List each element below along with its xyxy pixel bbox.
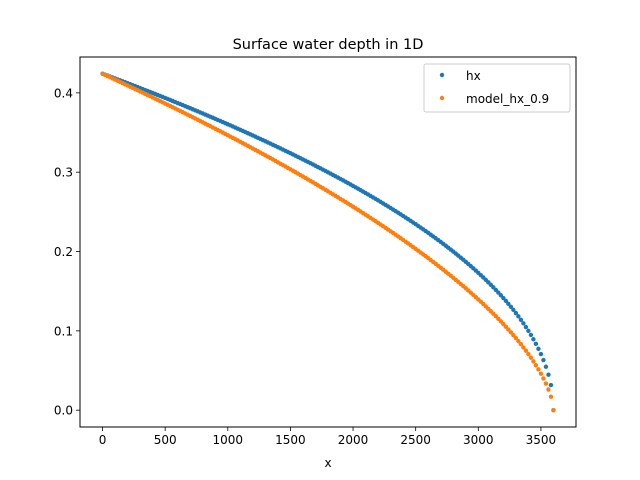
series-hx bbox=[100, 71, 556, 413]
data-point bbox=[506, 301, 511, 306]
data-point bbox=[516, 314, 521, 319]
data-point bbox=[541, 376, 546, 381]
data-point bbox=[546, 372, 551, 377]
data-point bbox=[528, 332, 534, 338]
x-tick-label: 2500 bbox=[400, 433, 431, 447]
x-tick-label: 2000 bbox=[338, 433, 369, 447]
y-axis: 0.0 0.1 0.2 0.3 0.4 bbox=[54, 86, 80, 418]
data-point bbox=[536, 346, 541, 351]
data-point bbox=[516, 338, 521, 344]
y-tick-label: 0.3 bbox=[54, 166, 73, 180]
y-tick-label: 0.4 bbox=[54, 86, 73, 100]
data-point bbox=[518, 342, 524, 347]
data-point bbox=[531, 359, 536, 364]
data-point bbox=[508, 330, 514, 335]
data-point bbox=[513, 310, 519, 316]
data-point bbox=[538, 351, 544, 357]
data-point bbox=[533, 363, 539, 368]
data-point bbox=[521, 345, 526, 350]
x-tick-label: 500 bbox=[154, 433, 177, 447]
x-axis: 0 500 1000 1500 2000 2500 3000 3500 bbox=[99, 427, 556, 447]
data-point bbox=[503, 298, 509, 304]
x-axis-label: x bbox=[324, 456, 331, 470]
x-tick-label: 3500 bbox=[526, 433, 557, 447]
data-point bbox=[506, 327, 511, 332]
data-point bbox=[546, 387, 551, 392]
x-tick-label: 1500 bbox=[275, 433, 306, 447]
data-point bbox=[536, 367, 541, 372]
data-point bbox=[528, 355, 534, 360]
data-point bbox=[513, 335, 519, 341]
data-point bbox=[501, 295, 506, 301]
data-point bbox=[531, 337, 536, 342]
plot-frame bbox=[79, 56, 577, 428]
series-model-hx-0-9 bbox=[100, 71, 556, 413]
data-point bbox=[533, 341, 539, 347]
y-tick-label: 0.1 bbox=[54, 324, 73, 338]
data-point bbox=[548, 394, 554, 399]
data-point bbox=[523, 348, 529, 353]
x-tick-label: 0 bbox=[99, 433, 107, 447]
data-point bbox=[543, 381, 549, 386]
data-point bbox=[526, 351, 531, 357]
legend-marker-model-hx-0-9 bbox=[439, 95, 445, 101]
data-point bbox=[521, 321, 526, 326]
data-point bbox=[526, 328, 531, 334]
legend-label-hx: hx bbox=[466, 69, 481, 83]
data-point bbox=[548, 382, 554, 388]
data-point bbox=[538, 371, 544, 376]
data-point bbox=[541, 357, 546, 363]
data-point bbox=[511, 307, 516, 313]
data-point bbox=[511, 332, 516, 338]
data-point bbox=[518, 317, 524, 322]
legend-marker-hx bbox=[439, 72, 445, 78]
x-tick-label: 3000 bbox=[463, 433, 494, 447]
data-point bbox=[551, 407, 556, 413]
x-tick-label: 1000 bbox=[213, 433, 244, 447]
data-point bbox=[523, 324, 529, 330]
legend: hx model_hx_0.9 bbox=[423, 63, 571, 113]
y-tick-label: 0.2 bbox=[54, 245, 73, 259]
chart-title: Surface water depth in 1D bbox=[233, 37, 424, 53]
plot-area bbox=[100, 71, 556, 413]
legend-label-model-hx-0-9: model_hx_0.9 bbox=[466, 92, 549, 106]
y-tick-label: 0.0 bbox=[54, 404, 73, 418]
data-point bbox=[508, 304, 514, 309]
data-point bbox=[543, 364, 549, 369]
legend-box bbox=[423, 63, 571, 113]
